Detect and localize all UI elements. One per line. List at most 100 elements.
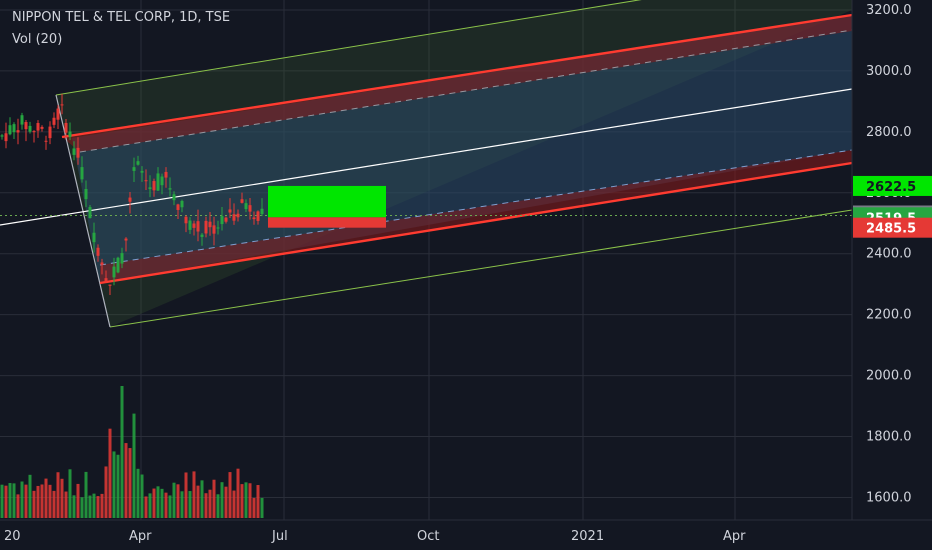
candle-body — [84, 189, 88, 200]
median-line — [0, 88, 853, 226]
candle-body — [180, 200, 184, 208]
volume-bar — [32, 490, 36, 518]
volume-bar — [60, 478, 64, 518]
volume-bar — [12, 483, 16, 518]
position-stop-zone — [268, 217, 386, 228]
volume-bar — [160, 488, 164, 518]
lower-red-band — [100, 150, 852, 283]
candle-body — [212, 225, 216, 234]
candle-body — [260, 208, 264, 215]
volume-bar — [96, 496, 100, 518]
candle-body — [196, 221, 200, 232]
candle-body — [8, 125, 12, 135]
volume-bar — [172, 482, 176, 518]
candle-body — [236, 213, 240, 218]
outer-upper-line — [55, 0, 642, 96]
candle-body — [232, 214, 236, 221]
candle-body — [192, 223, 196, 228]
volume-bar — [132, 413, 136, 518]
volume-bar — [20, 481, 24, 518]
long-position-tool[interactable] — [268, 185, 386, 228]
candle-body — [24, 122, 28, 130]
volume-bar — [216, 494, 220, 518]
candle-body — [244, 203, 248, 210]
volume-bar — [28, 474, 32, 518]
volume-bar — [40, 484, 44, 518]
candle-body — [220, 216, 224, 225]
candle-body — [144, 180, 148, 182]
x-tick-label: Jul — [271, 529, 288, 544]
candle-body — [204, 220, 208, 234]
pitchfork-channel[interactable] — [0, 0, 853, 328]
volume-bar — [4, 485, 8, 518]
y-tick-label: 1800.0 — [866, 430, 912, 445]
y-tick-label: 2800.0 — [866, 125, 912, 140]
candle-body — [56, 108, 60, 120]
volume-bar — [204, 493, 208, 518]
candle-body — [184, 216, 188, 224]
candle-body — [240, 199, 244, 203]
y-tick-label: 3200.0 — [866, 3, 912, 18]
candle-body — [0, 135, 4, 137]
symbol-title[interactable]: NIPPON TEL & TEL CORP, 1D, TSE — [12, 10, 231, 25]
y-tick-label: 2000.0 — [866, 369, 912, 384]
volume-bar — [68, 469, 72, 518]
upper-red-band — [62, 15, 852, 152]
price-axis[interactable]: 3200.03000.02800.02600.02400.02200.02000… — [851, 0, 932, 520]
volume-bar — [152, 488, 156, 518]
price-label-bg — [853, 175, 932, 196]
volume-bar — [164, 492, 168, 518]
candle-body — [156, 173, 160, 191]
candle-body — [224, 217, 228, 222]
candle-body — [120, 253, 124, 264]
volume-bar — [36, 485, 40, 518]
candle-body — [88, 207, 92, 219]
upper-channel-line — [61, 13, 853, 139]
candle-body — [164, 171, 168, 178]
time-axis[interactable]: 20 Apr Jul Oct 2021 Apr — [0, 519, 932, 544]
candle-body — [60, 104, 64, 106]
candle-body — [248, 205, 252, 212]
candle-body — [176, 204, 180, 210]
outer-lower-line — [109, 209, 853, 328]
price-label: 2622.5 — [866, 180, 916, 195]
volume-bar — [196, 485, 200, 518]
volume-bar — [168, 495, 172, 518]
candle-body — [112, 266, 116, 278]
volume-bar — [76, 483, 80, 518]
volume-indicator-label[interactable]: Vol (20) — [12, 32, 63, 47]
volume-bar — [88, 495, 92, 518]
upper-dashed-line — [79, 29, 853, 153]
volume-bar — [112, 451, 116, 518]
candle-body — [108, 284, 112, 286]
candle-body — [200, 234, 204, 237]
candle-body — [100, 262, 104, 265]
position-target-zone — [268, 185, 386, 218]
volume-bar — [188, 491, 192, 518]
volume-bar — [120, 386, 124, 518]
volume-bar — [0, 484, 4, 518]
volume-bar — [108, 428, 112, 518]
volume-bar — [208, 489, 212, 518]
candle-body — [160, 176, 164, 186]
volume-bar — [24, 484, 28, 518]
price-label: 2485.5 — [866, 222, 916, 237]
candle-body — [140, 170, 144, 173]
inner-channel-fill — [72, 15, 852, 283]
volume-bar — [124, 443, 128, 518]
candle-body — [28, 125, 32, 132]
lower-dashed-line — [99, 149, 853, 266]
y-tick-label: 2400.0 — [866, 247, 912, 262]
volume-bar — [72, 495, 76, 518]
volume-bar — [176, 484, 180, 518]
x-tick-label: 2021 — [571, 529, 604, 544]
candle-body — [172, 194, 176, 201]
volume-bar — [136, 468, 140, 518]
candle-body — [228, 209, 232, 213]
volume-bar — [212, 479, 216, 518]
candle-body — [208, 221, 212, 228]
candle-body — [52, 117, 56, 125]
candle-body — [96, 247, 100, 256]
